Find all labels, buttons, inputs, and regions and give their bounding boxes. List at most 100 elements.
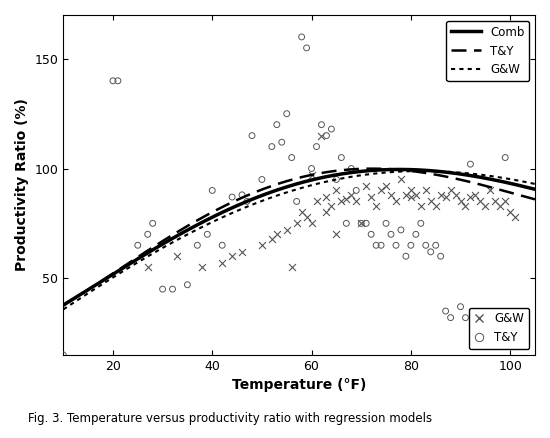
Point: [367, 231, 376, 238]
Point: [307, 172, 316, 179]
Point: [352, 198, 361, 205]
Point: [496, 202, 505, 209]
Point: [248, 132, 256, 139]
Point: [287, 264, 296, 271]
Point: [481, 314, 490, 321]
Point: [387, 231, 395, 238]
Point: [357, 220, 366, 227]
Point: [367, 194, 376, 201]
Point: [208, 187, 217, 194]
Point: [491, 198, 500, 205]
Point: [357, 220, 366, 227]
Point: [272, 121, 281, 128]
Point: [406, 242, 415, 249]
Point: [312, 143, 321, 150]
Point: [144, 231, 152, 238]
Point: [377, 242, 386, 249]
Point: [481, 202, 490, 209]
Point: [267, 143, 276, 150]
Point: [297, 209, 306, 216]
Point: [406, 187, 415, 194]
Point: [238, 191, 246, 198]
Point: [461, 202, 470, 209]
Point: [421, 187, 430, 194]
Point: [426, 198, 435, 205]
Point: [332, 176, 341, 183]
Point: [282, 226, 291, 233]
Point: [421, 242, 430, 249]
Point: [416, 202, 425, 209]
Y-axis label: Productivity Ratio (%): Productivity Ratio (%): [15, 99, 29, 272]
Point: [292, 198, 301, 205]
Point: [436, 191, 445, 198]
Point: [277, 139, 286, 146]
Point: [168, 286, 177, 293]
Point: [317, 132, 326, 139]
Point: [511, 318, 520, 325]
Point: [416, 220, 425, 227]
Point: [302, 44, 311, 51]
Point: [307, 220, 316, 227]
X-axis label: Temperature (°F): Temperature (°F): [232, 378, 366, 392]
Point: [362, 183, 371, 190]
Point: [466, 161, 475, 168]
Point: [59, 351, 68, 358]
Point: [446, 187, 455, 194]
Point: [173, 253, 182, 260]
Point: [471, 314, 480, 321]
Point: [292, 220, 301, 227]
Point: [113, 77, 122, 84]
Point: [431, 202, 440, 209]
Point: [486, 187, 494, 194]
Point: [441, 307, 450, 314]
Point: [406, 194, 415, 201]
Point: [402, 253, 410, 260]
Point: [228, 253, 236, 260]
Point: [327, 126, 336, 133]
Point: [144, 264, 152, 271]
Point: [198, 264, 207, 271]
Point: [332, 231, 341, 238]
Point: [218, 242, 227, 249]
Point: [456, 303, 465, 310]
Point: [342, 196, 351, 203]
Point: [397, 226, 405, 233]
Point: [461, 314, 470, 321]
Point: [267, 235, 276, 242]
Point: [337, 154, 346, 161]
Point: [302, 213, 311, 220]
Point: [243, 198, 251, 205]
Point: [347, 165, 356, 172]
Point: [228, 194, 236, 201]
Point: [377, 187, 386, 194]
Point: [441, 194, 450, 201]
Point: [272, 231, 281, 238]
Point: [392, 242, 400, 249]
Point: [362, 220, 371, 227]
Point: [203, 231, 212, 238]
Legend: G&W, T&Y: G&W, T&Y: [469, 307, 529, 349]
Point: [218, 259, 227, 266]
Point: [511, 213, 520, 220]
Point: [332, 187, 341, 194]
Point: [506, 318, 515, 325]
Point: [238, 248, 246, 255]
Point: [476, 198, 485, 205]
Point: [297, 33, 306, 40]
Point: [257, 242, 266, 249]
Point: [347, 191, 356, 198]
Point: [382, 220, 390, 227]
Point: [322, 194, 331, 201]
Point: [476, 318, 485, 325]
Point: [372, 202, 381, 209]
Point: [282, 110, 291, 117]
Point: [342, 220, 351, 227]
Point: [411, 231, 420, 238]
Point: [257, 176, 266, 183]
Point: [193, 242, 202, 249]
Point: [471, 191, 480, 198]
Point: [372, 242, 381, 249]
Point: [446, 314, 455, 321]
Point: [451, 191, 460, 198]
Point: [456, 198, 465, 205]
